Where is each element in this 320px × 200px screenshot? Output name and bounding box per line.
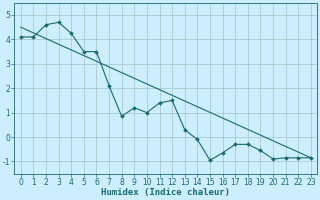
- X-axis label: Humidex (Indice chaleur): Humidex (Indice chaleur): [101, 188, 230, 197]
